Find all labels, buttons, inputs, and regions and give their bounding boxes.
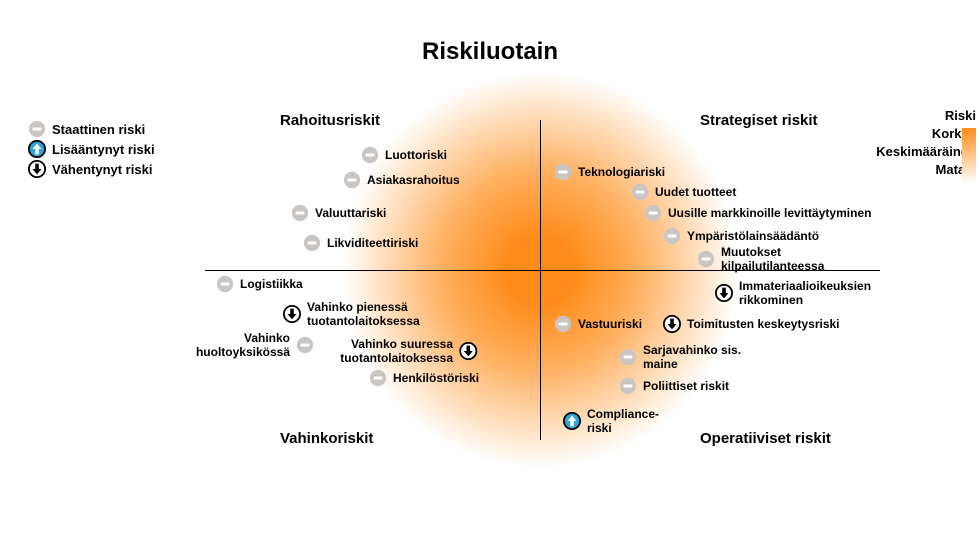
minus-icon [644, 204, 662, 222]
quadrant-label-tr: Strategiset riskit [700, 112, 818, 129]
risk-item: Vahinko pienessätuotantolaitoksessa [283, 300, 420, 328]
risk-label: Logistiikka [240, 277, 303, 291]
risk-item: Likviditeettiriski [303, 234, 418, 252]
minus-icon [619, 377, 637, 395]
risk-label: Uudet tuotteet [655, 185, 736, 199]
risk-item: Poliittiset riskit [619, 377, 729, 395]
risk-label: Henkilöstöriski [393, 371, 479, 385]
legend-item: Vähentynyt riski [28, 160, 152, 178]
risk-label: Immateriaalioikeuksienrikkominen [739, 279, 871, 307]
scale-title: Riski [945, 108, 976, 123]
risk-item: Muutoksetkilpailutilanteessa [697, 245, 824, 273]
risk-label: Vahinkohuoltoyksikössä [196, 331, 290, 359]
risk-item: Henkilöstöriski [369, 369, 479, 387]
risk-item: Vastuuriski [554, 315, 642, 333]
minus-icon [361, 146, 379, 164]
minus-icon [216, 275, 234, 293]
risk-label: Luottoriski [385, 148, 447, 162]
minus-icon [619, 348, 637, 366]
legend-item: Lisääntynyt riski [28, 140, 155, 158]
legend-item: Staattinen riski [28, 120, 145, 138]
risk-label: Likviditeettiriski [327, 236, 418, 250]
risk-item: Toimitusten keskeytysriski [663, 315, 840, 333]
minus-icon [296, 336, 314, 354]
risk-label: Uusille markkinoille levittäytyminen [668, 206, 871, 220]
arrow-up-icon [28, 140, 46, 158]
axis-vertical [540, 120, 541, 440]
risk-item: Vahinko suuressatuotantolaitoksessa [340, 337, 477, 365]
minus-icon [343, 171, 361, 189]
scale-gradient [962, 128, 976, 184]
quadrant-label-tl: Rahoitusriskit [280, 112, 380, 129]
minus-icon [28, 120, 46, 138]
minus-icon [303, 234, 321, 252]
risk-item: Valuuttariski [291, 204, 386, 222]
risk-label: Teknologiariski [578, 165, 665, 179]
arrow-down-icon [459, 342, 477, 360]
risk-item: Sarjavahinko sis.maine [619, 343, 741, 371]
risk-label: Vastuuriski [578, 317, 642, 331]
risk-label: Compliance-riski [587, 407, 659, 435]
risk-item: Logistiikka [216, 275, 303, 293]
legend-label: Staattinen riski [52, 122, 145, 137]
arrow-down-icon [663, 315, 681, 333]
risk-item: Vahinkohuoltoyksikössä [196, 331, 314, 359]
risk-label: Sarjavahinko sis.maine [643, 343, 741, 371]
risk-item: Uudet tuotteet [631, 183, 736, 201]
risk-label: Ympäristölainsäädäntö [687, 229, 819, 243]
risk-item: Teknologiariski [554, 163, 665, 181]
risk-label: Valuuttariski [315, 206, 386, 220]
arrow-down-icon [715, 284, 733, 302]
minus-icon [663, 227, 681, 245]
minus-icon [697, 250, 715, 268]
legend-label: Vähentynyt riski [52, 162, 152, 177]
risk-label: Muutoksetkilpailutilanteessa [721, 245, 824, 273]
risk-label: Asiakasrahoitus [367, 173, 460, 187]
minus-icon [631, 183, 649, 201]
risk-item: Compliance-riski [563, 407, 659, 435]
risk-label: Vahinko pienessätuotantolaitoksessa [307, 300, 420, 328]
risk-item: Asiakasrahoitus [343, 171, 460, 189]
risk-radar-chart: { "canvas": { "w": 980, "h": 540, "bg": … [0, 0, 980, 540]
minus-icon [291, 204, 309, 222]
arrow-down-icon [28, 160, 46, 178]
minus-icon [369, 369, 387, 387]
risk-label: Vahinko suuressatuotantolaitoksessa [340, 337, 453, 365]
chart-title: Riskiluotain [0, 38, 980, 66]
quadrant-label-br: Operatiiviset riskit [700, 430, 831, 447]
risk-item: Luottoriski [361, 146, 447, 164]
legend-label: Lisääntynyt riski [52, 142, 155, 157]
arrow-up-icon [563, 412, 581, 430]
risk-item: Ympäristölainsäädäntö [663, 227, 819, 245]
minus-icon [554, 163, 572, 181]
arrow-down-icon [283, 305, 301, 323]
minus-icon [554, 315, 572, 333]
risk-item: Uusille markkinoille levittäytyminen [644, 204, 871, 222]
risk-item: Immateriaalioikeuksienrikkominen [715, 279, 871, 307]
quadrant-label-bl: Vahinkoriskit [280, 430, 373, 447]
risk-label: Poliittiset riskit [643, 379, 729, 393]
risk-label: Toimitusten keskeytysriski [687, 317, 840, 331]
